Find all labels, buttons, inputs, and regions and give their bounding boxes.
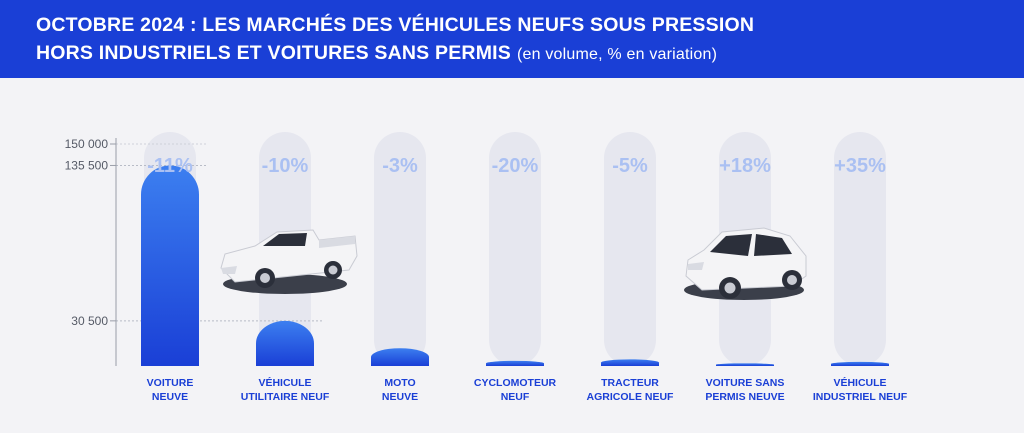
variation-labels: -11% -10% -3% -20% -5% +18% +35% [147, 155, 886, 177]
bar [371, 348, 429, 366]
y-tick-label: 150 000 [65, 137, 109, 151]
page-subtitle: (en volume, % en variation) [516, 46, 718, 63]
category-label: INDUSTRIEL NEUF [813, 391, 908, 403]
category-label: NEUVE [382, 391, 418, 403]
category-label: MOTO [384, 377, 415, 389]
bar [486, 360, 544, 366]
reference-lines [116, 143, 322, 322]
y-axis: 150 000 135 500 30 500 [65, 137, 117, 366]
category-label: VOITURE [147, 377, 194, 389]
y-tick-label: 30 500 [71, 314, 108, 328]
category-label: NEUF [501, 391, 530, 403]
bar [141, 165, 199, 366]
category-label: TRACTEUR [601, 377, 659, 389]
y-tick-label: 135 500 [65, 158, 109, 172]
variation-label: -10% [262, 155, 309, 177]
bar [716, 363, 774, 366]
category-label: CYCLOMOTEUR [474, 377, 557, 389]
bars [141, 165, 889, 366]
category-label: VOITURE SANS [706, 377, 785, 389]
bar-background [374, 132, 426, 366]
category-label: NEUVE [152, 391, 188, 403]
category-label: VÉHICULE [258, 376, 311, 389]
category-label: UTILITAIRE NEUF [241, 391, 330, 403]
category-label: VÉHICULE [833, 376, 886, 389]
category-labels: VOITURE NEUVE VÉHICULE UTILITAIRE NEUF MOTO N… [147, 376, 908, 403]
variation-label: +35% [834, 155, 886, 177]
bar-chart: 150 000 135 500 30 500 -11% -10% -3% -20% -5% +… [65, 132, 908, 403]
category-label: PERMIS NEUVE [705, 391, 784, 403]
city-car-icon [684, 227, 807, 300]
variation-label: -5% [612, 155, 648, 177]
bar [256, 320, 314, 366]
variation-label: +18% [719, 155, 771, 177]
variation-label: -11% [147, 155, 193, 177]
title-line2-text: HORS INDUSTRIELS ET VOITURES SANS PERMIS [36, 42, 511, 64]
bar [601, 359, 659, 366]
page-title-line2: HORS INDUSTRIELS ET VOITURES SANS PERMIS… [36, 42, 717, 65]
pickup-truck-icon [220, 229, 358, 294]
category-label: AGRICOLE NEUF [587, 391, 675, 403]
page-title: OCTOBRE 2024 : LES MARCHÉS DES VÉHICULES… [36, 14, 755, 36]
header-banner: OCTOBRE 2024 : LES MARCHÉS DES VÉHICULES… [0, 0, 1024, 78]
bar-background [489, 132, 541, 366]
bar [831, 361, 889, 366]
variation-label: -3% [382, 155, 418, 177]
bar-background [834, 132, 886, 366]
bar-background [604, 132, 656, 366]
variation-label: -20% [492, 155, 539, 177]
